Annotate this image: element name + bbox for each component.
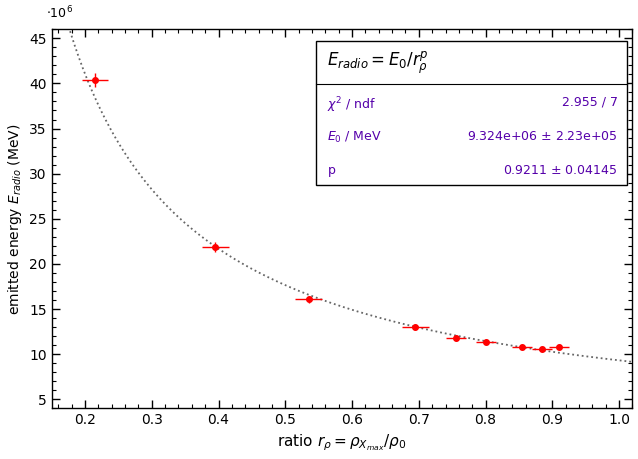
Text: $\cdot10^{6}$: $\cdot10^{6}$ — [46, 5, 73, 22]
Text: 2.955 / 7: 2.955 / 7 — [562, 95, 618, 109]
X-axis label: ratio $r_{\rho}=\rho_{X_{max}}/\rho_0$: ratio $r_{\rho}=\rho_{X_{max}}/\rho_0$ — [278, 433, 406, 453]
Text: $E_{radio}= E_0/r_{\rho}^{p}$: $E_{radio}= E_0/r_{\rho}^{p}$ — [327, 50, 429, 76]
Text: $E_0$ / MeV: $E_0$ / MeV — [327, 130, 382, 145]
Text: p: p — [327, 164, 336, 177]
Text: 0.9211 $\pm$ 0.04145: 0.9211 $\pm$ 0.04145 — [503, 164, 618, 177]
Y-axis label: emitted energy $E_{radio}$ (MeV): emitted energy $E_{radio}$ (MeV) — [6, 123, 24, 314]
Text: 9.324e+06 $\pm$ 2.23e+05: 9.324e+06 $\pm$ 2.23e+05 — [468, 130, 618, 143]
Text: $\chi^2$ / ndf: $\chi^2$ / ndf — [327, 95, 376, 115]
FancyBboxPatch shape — [316, 40, 627, 185]
